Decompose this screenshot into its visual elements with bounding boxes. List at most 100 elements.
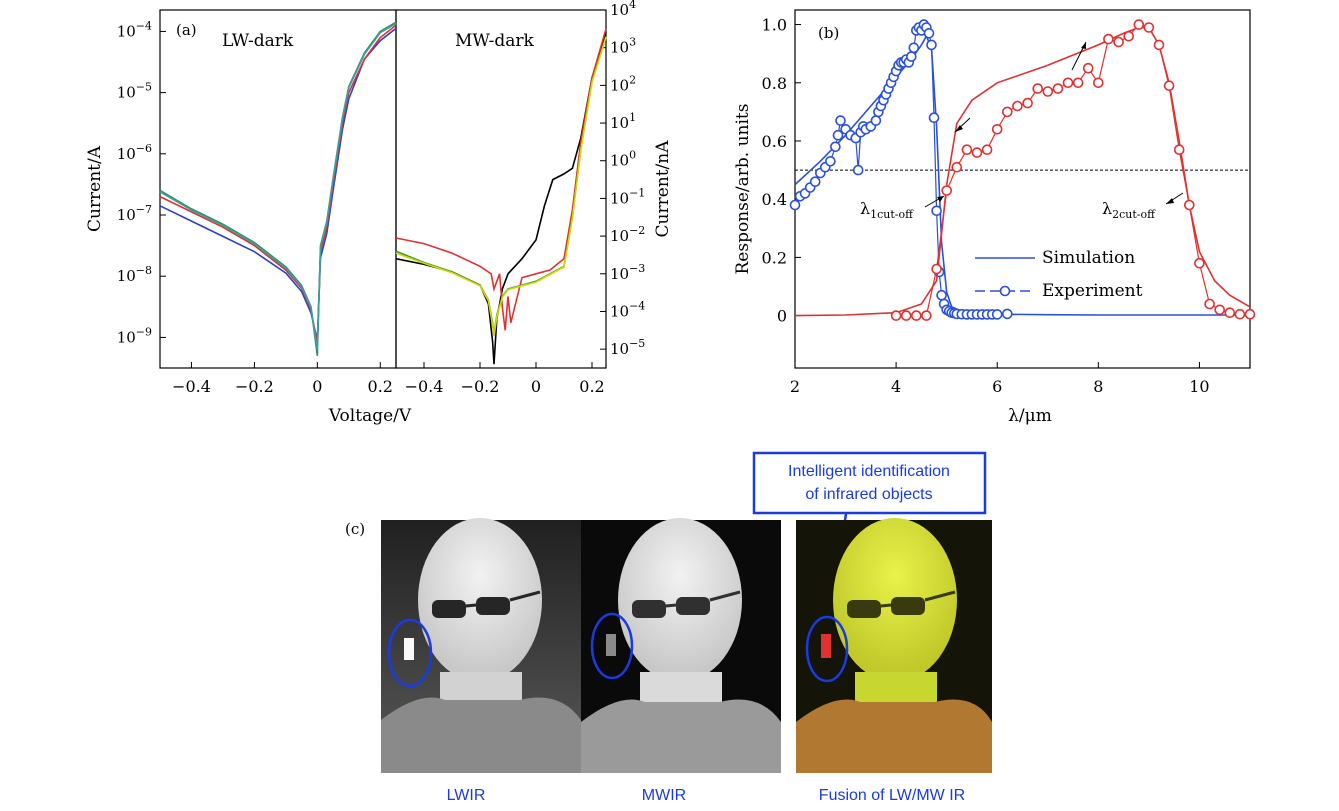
cutoff-2-label: λ2cut-off [1102, 199, 1156, 221]
b-marker-1 [870, 115, 882, 126]
lwir-caption: LWIR [447, 787, 486, 804]
b-marker-3 [1143, 22, 1155, 33]
panel-a-ylabel-right: Current/nA [653, 140, 673, 238]
b-marker-3 [1001, 106, 1013, 118]
b-marker-3 [961, 144, 973, 155]
callout-line-1: Intelligent identification [788, 463, 950, 480]
lw-series-teal [159, 22, 397, 350]
b-marker-1 [830, 141, 841, 153]
b-marker-3 [991, 124, 1003, 135]
b-marker-1 [926, 39, 937, 51]
mw-series-red [395, 28, 607, 331]
b-marker-3 [981, 144, 993, 155]
b-x-tick-label: 8 [1093, 377, 1103, 396]
b-marker-3 [1093, 77, 1104, 89]
b-marker-3 [1103, 33, 1114, 45]
panel-a-label: (a) [176, 21, 197, 39]
mw-y-tick-label: 101 [610, 111, 636, 132]
panel-b-xlabel: λ/μm [1008, 406, 1052, 426]
mw-y-tick-label: 10−1 [610, 186, 645, 207]
lw-series-red [159, 24, 397, 344]
lw-y-tick-label: 10−7 [117, 203, 152, 224]
b-y-tick-label: 0 [777, 307, 787, 326]
lw-y-tick-label: 10−4 [117, 19, 152, 40]
mw-dark-label: MW-dark [455, 31, 535, 51]
b-marker-3 [971, 147, 983, 158]
b-marker-3 [910, 310, 922, 321]
fusion-image [796, 518, 992, 773]
lw-y-tick-label: 10−6 [117, 142, 152, 163]
mw-y-tick-label: 100 [610, 149, 636, 170]
legend-simulation-label: Simulation [1042, 248, 1135, 268]
b-marker-3 [1204, 298, 1215, 310]
b-marker-1 [991, 309, 1003, 320]
lw-x-tick-label: −0.4 [172, 377, 211, 396]
lw-y-tick-label: 10−9 [117, 325, 152, 346]
b-marker-1 [908, 42, 920, 54]
b-marker-3 [1082, 62, 1094, 74]
b-x-tick-label: 10 [1189, 377, 1209, 396]
mw-y-tick-label: 10−3 [610, 262, 645, 283]
mw-y-tick-label: 10−5 [610, 337, 645, 358]
cutoff-2-arrowhead [1166, 198, 1174, 204]
b-marker-1 [852, 164, 864, 176]
b-marker-3 [1012, 100, 1023, 112]
mwir-image [581, 518, 781, 773]
b-marker-3 [1022, 97, 1033, 109]
b-marker-3 [1032, 83, 1043, 94]
cutoff-1-arrowhead [937, 196, 944, 202]
b-marker-3 [1123, 30, 1134, 42]
b-marker-3 [900, 310, 912, 321]
b-marker-3 [1062, 77, 1074, 89]
b-line-0 [794, 34, 1250, 316]
lw-x-tick-label: 0.2 [368, 377, 393, 396]
curve-arrowhead-top [1081, 42, 1086, 49]
b-y-tick-label: 0.6 [762, 132, 787, 151]
lw-y-tick-label: 10−8 [117, 264, 152, 285]
b-marker-3 [1113, 36, 1124, 48]
b-marker-3 [1163, 80, 1175, 91]
b-marker-3 [1194, 257, 1205, 269]
b-marker-1 [832, 129, 844, 141]
b-marker-3 [1173, 144, 1185, 155]
legend-experiment-label: Experiment [1042, 281, 1143, 301]
mw-x-tick-label: 0.2 [579, 377, 604, 396]
panel-b-ylabel: Response/arb. units [733, 103, 753, 274]
b-marker-3 [1214, 304, 1225, 316]
b-marker-1 [1001, 308, 1013, 320]
b-marker-1 [905, 51, 917, 62]
panel-a-ylabel-left: Current/A [85, 145, 105, 232]
lw-series-blue [159, 27, 397, 341]
b-y-tick-label: 0.8 [762, 74, 787, 93]
b-marker-3 [1072, 77, 1084, 89]
b-marker-1 [835, 115, 846, 126]
b-marker-1 [789, 199, 801, 211]
panel-c-images: (c) Intelligent identification of infrar… [345, 451, 992, 804]
b-marker-3 [951, 161, 963, 173]
b-marker-1 [809, 176, 821, 187]
lw-x-tick-label: 0 [312, 377, 322, 396]
panel-b-frame [794, 9, 1251, 369]
b-x-tick-label: 4 [891, 377, 901, 396]
panel-a-chart: (a) LW-dark MW-dark −0.4 −0.2 0 0.2 10−9 10−8… [85, 0, 673, 426]
mw-y-tick-label: 10−4 [610, 299, 645, 320]
b-marker-3 [941, 185, 953, 196]
fusion-caption: Fusion of LW/MW IR [819, 787, 965, 804]
b-marker-3 [931, 263, 942, 275]
legend-experiment-marker [999, 285, 1011, 297]
b-y-tick-label: 0.4 [762, 190, 787, 209]
b-marker-3 [921, 310, 932, 321]
panel-b-legend: Simulation Experiment [975, 248, 1143, 301]
mw-y-tick-label: 10−2 [610, 224, 645, 245]
callout-line-2: of infrared objects [805, 486, 932, 503]
callout-box [752, 451, 987, 515]
b-marker-3 [1052, 83, 1064, 94]
mw-x-tick-label: −0.2 [461, 377, 500, 396]
b-marker-1 [928, 112, 940, 123]
mw-plot-frame [395, 9, 607, 369]
lwir-image [381, 518, 581, 773]
mw-y-tick-label: 103 [610, 36, 636, 57]
panel-a-xlabel: Voltage/V [328, 406, 412, 426]
b-marker-1 [931, 205, 942, 217]
